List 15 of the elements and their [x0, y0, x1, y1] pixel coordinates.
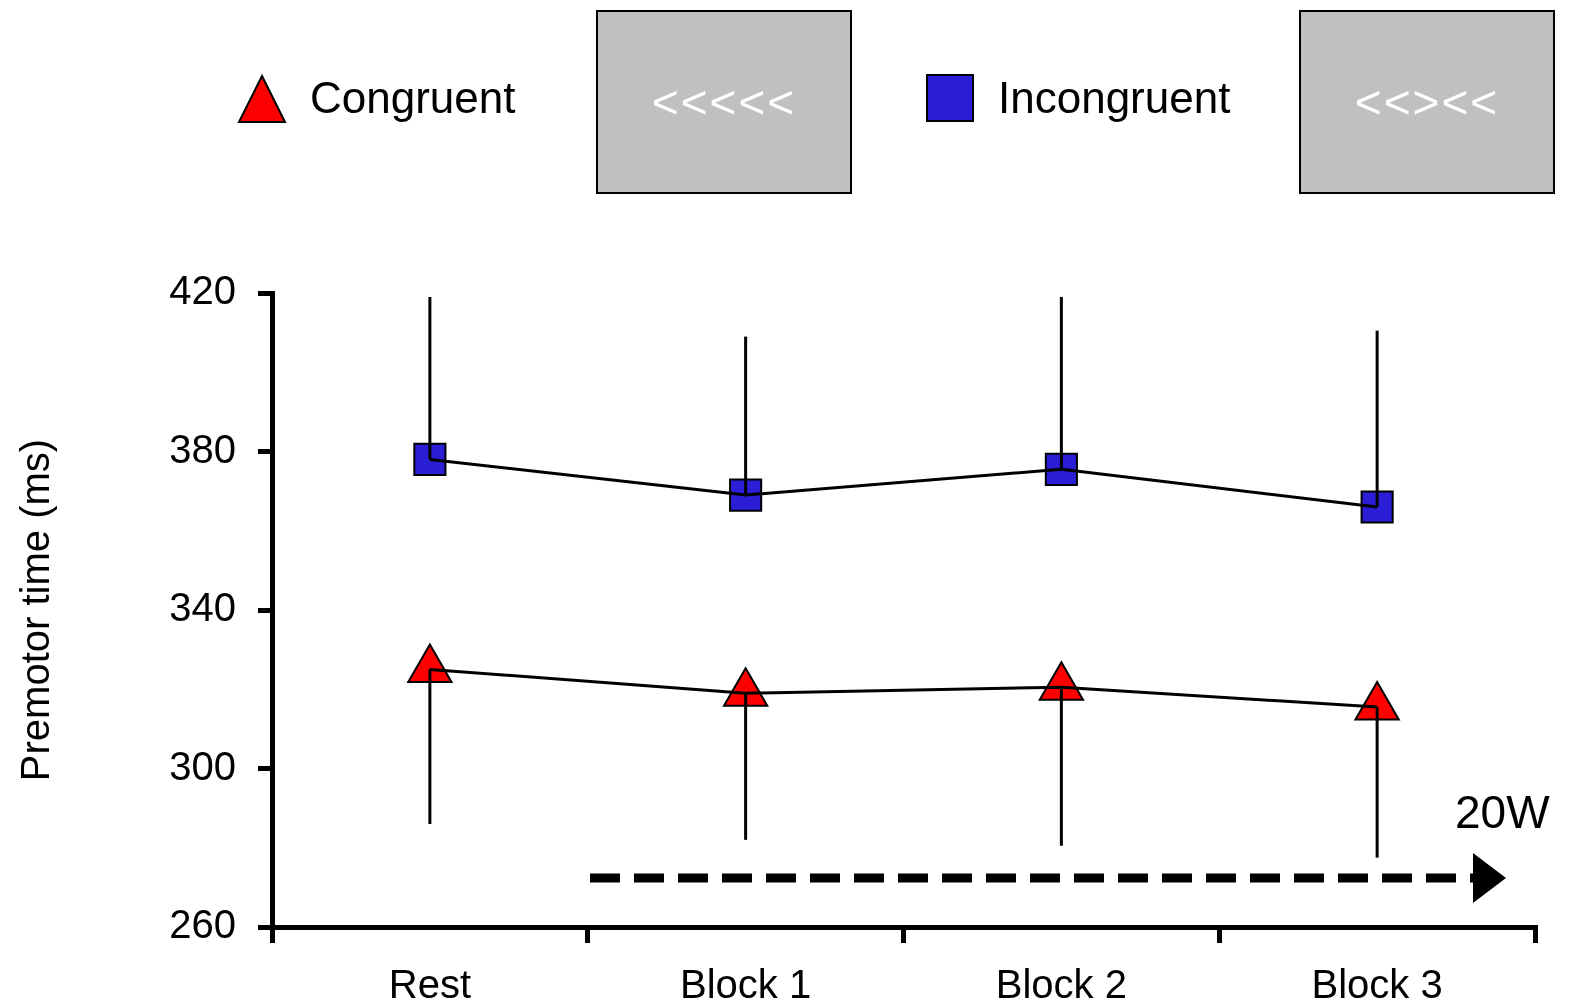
legend-label: Incongruent	[998, 73, 1231, 123]
x-tick-label: Block 2	[995, 962, 1127, 1006]
x-tick-label: Block 1	[680, 962, 812, 1006]
annotation: 20W	[1455, 785, 1550, 839]
y-tick-label: 340	[169, 585, 236, 630]
x-tick-label: Block 3	[1311, 962, 1443, 1006]
y-tick-label: 300	[169, 743, 236, 788]
display-panel: <<><<	[1299, 10, 1555, 194]
display-panel: <<<<<	[596, 10, 852, 194]
legend-label: Congruent	[310, 73, 516, 123]
y-tick-label: 420	[169, 268, 236, 313]
x-tick-label: Rest	[388, 962, 471, 1006]
y-axis-title: Premotor time (ms)	[13, 438, 58, 782]
y-tick-label: 260	[169, 902, 236, 947]
y-tick-label: 380	[169, 426, 236, 471]
